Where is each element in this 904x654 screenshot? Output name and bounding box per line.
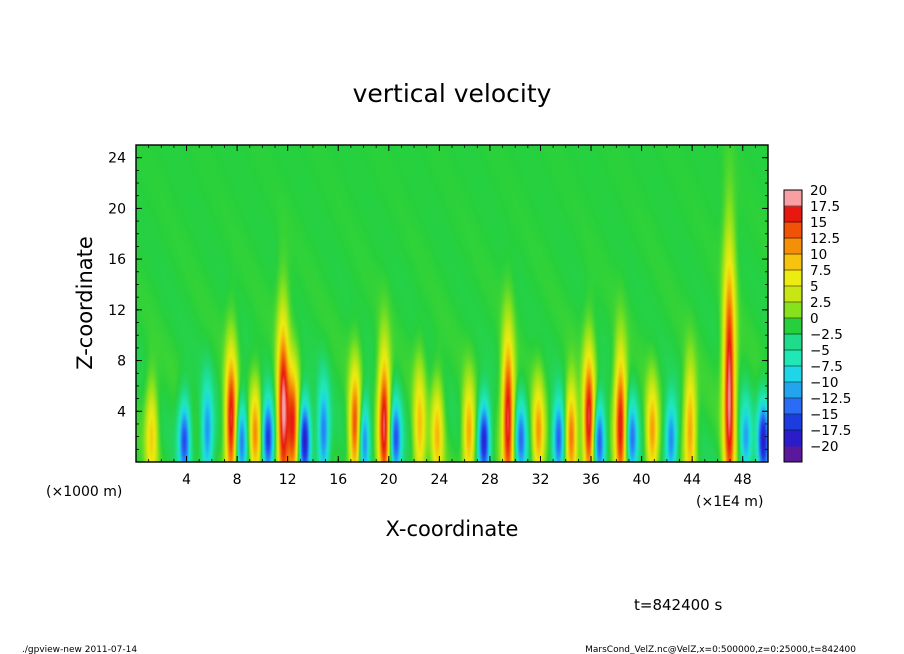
x-tick-label: 36: [582, 472, 600, 488]
colorbar-segment: [784, 382, 802, 399]
colorbar-segment: [784, 334, 802, 351]
y-tick-label: 24: [108, 151, 126, 167]
x-tick-label: 40: [633, 472, 651, 488]
footer-right: MarsCond_VelZ.nc@VelZ,x=0:500000,z=0:250…: [585, 645, 856, 654]
x-tick-label: 32: [532, 472, 550, 488]
y-tick-label: 20: [108, 201, 126, 217]
colorbar-segment: [784, 430, 802, 447]
colorbar-segment: [784, 222, 802, 239]
plot-area: [135, 144, 769, 463]
colorbar-label: 20: [810, 183, 827, 199]
colorbar-label: −5: [810, 343, 830, 359]
colorbar-segment: [784, 270, 802, 287]
colorbar-label: 12.5: [810, 231, 840, 247]
colorbar-label: −2.5: [810, 327, 843, 343]
colorbar-label: −20: [810, 439, 839, 455]
colorbar-label: 2.5: [810, 295, 831, 311]
colorbar-frame: [783, 189, 803, 463]
colorbar-label: −10: [810, 375, 839, 391]
x-tick-label: 12: [279, 472, 297, 488]
x-tick-label: 48: [734, 472, 752, 488]
x-tick-label: 28: [481, 472, 499, 488]
colorbar-segment: [784, 398, 802, 415]
colorbar-segment: [784, 302, 802, 319]
colorbar-segment: [784, 286, 802, 303]
colorbar-label: 15: [810, 215, 827, 231]
colorbar-label: 17.5: [810, 199, 840, 215]
colorbar-segment: [784, 414, 802, 431]
colorbar-label: 7.5: [810, 263, 831, 279]
y-axis: 4 8 12 16 20 24: [108, 151, 768, 450]
heatmap-image: [136, 145, 768, 462]
y-axis-label: Z-coordinate: [73, 236, 97, 370]
footer-left: ./gpview-new 2011-07-14: [22, 645, 137, 654]
x-axis-label: X-coordinate: [386, 517, 519, 541]
y-tick-label: 8: [117, 354, 126, 370]
colorbar-label: 0: [810, 311, 819, 327]
colorbar: 2017.51512.5107.552.50−2.5−5−7.5−10−12.5…: [783, 183, 851, 463]
colorbar-label: −15: [810, 407, 839, 423]
colorbar-label: 10: [810, 247, 827, 263]
x-tick-label: 20: [380, 472, 398, 488]
time-annotation: t=842400 s: [634, 596, 722, 614]
colorbar-segment: [784, 254, 802, 271]
x-tick-label: 16: [329, 472, 347, 488]
x-unit-note: (×1E4 m): [696, 494, 763, 510]
colorbar-segment: [784, 190, 802, 207]
colorbar-segment: [784, 238, 802, 255]
colorbar-segment: [784, 206, 802, 223]
colorbar-segment: [784, 350, 802, 367]
y-tick-label: 12: [108, 303, 126, 319]
chart-title: vertical velocity: [353, 79, 552, 108]
colorbar-segment: [784, 318, 802, 335]
x-tick-label: 24: [430, 472, 448, 488]
y-tick-label: 4: [117, 404, 126, 420]
colorbar-segment: [784, 446, 802, 463]
x-tick-label: 44: [683, 472, 701, 488]
x-axis: 4 8 12 16 20 24 28 32 36 40 44 48: [148, 145, 756, 488]
x-tick-label: 4: [182, 472, 191, 488]
colorbar-label: −17.5: [810, 423, 851, 439]
x-scale-note: (×1000 m): [46, 484, 122, 500]
colorbar-label: −12.5: [810, 391, 851, 407]
x-tick-label: 8: [233, 472, 242, 488]
colorbar-label: 5: [810, 279, 819, 295]
colorbar-segment: [784, 366, 802, 383]
colorbar-label: −7.5: [810, 359, 843, 375]
y-tick-label: 16: [108, 252, 126, 268]
